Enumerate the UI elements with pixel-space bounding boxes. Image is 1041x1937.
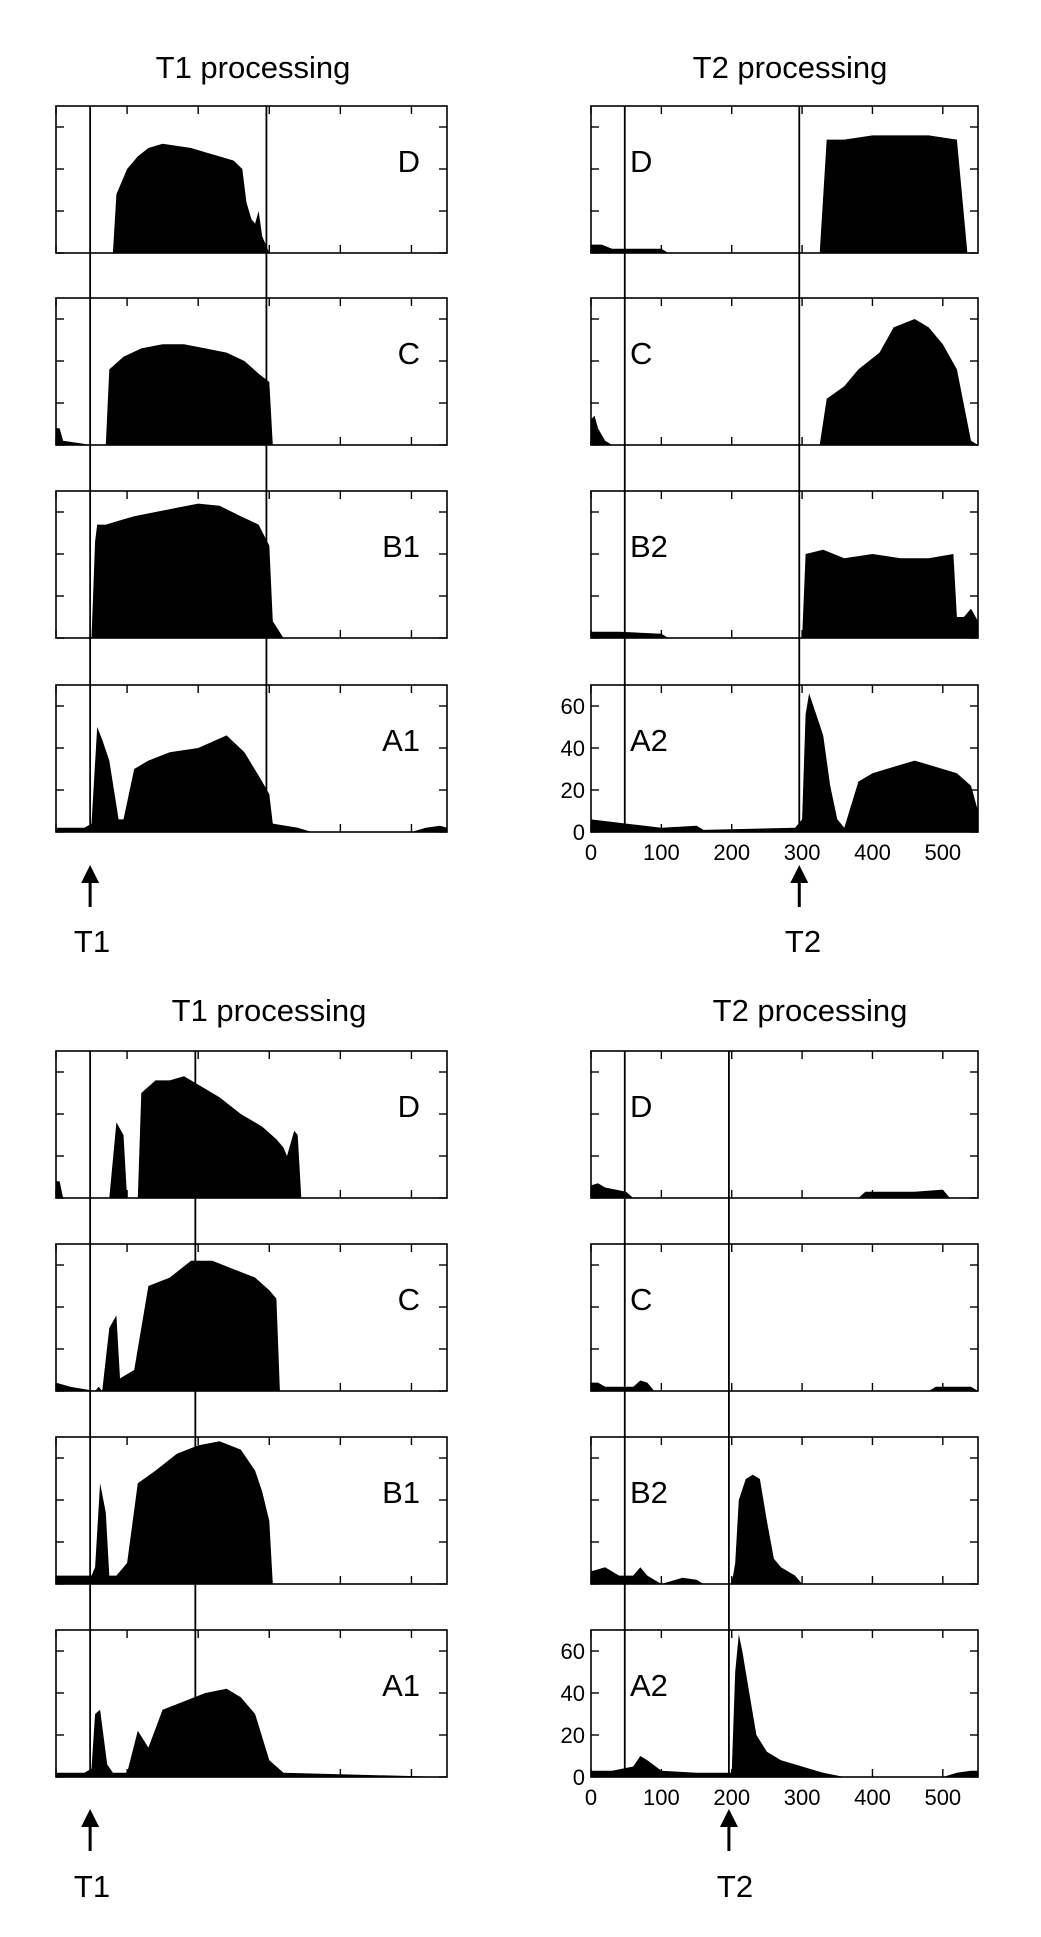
marker-label: T2	[785, 924, 821, 959]
panel-frame	[590, 105, 979, 254]
x-tick-label: 400	[854, 840, 891, 865]
y-tick-label: 40	[561, 1681, 585, 1706]
histogram-area	[56, 503, 447, 638]
x-tick-label: 100	[643, 1785, 680, 1810]
marker-label: T1	[74, 924, 110, 959]
y-tick-label: 0	[573, 1765, 585, 1790]
panel-frame	[590, 297, 979, 446]
column-title: T2 processing	[693, 50, 888, 85]
histogram-fills	[56, 135, 978, 1777]
panel-label: A1	[382, 1668, 420, 1703]
histogram-area	[591, 319, 978, 445]
panel-label: D	[630, 144, 652, 179]
x-tick-label: 0	[585, 1785, 597, 1810]
panel-frame	[590, 1243, 979, 1392]
histogram-area	[56, 1260, 447, 1391]
panel-label: D	[630, 1089, 652, 1124]
panel-frame	[55, 1050, 448, 1199]
panel-frame	[55, 1629, 448, 1778]
panel-frame	[55, 105, 448, 254]
panel-frame	[55, 297, 448, 446]
panel-frame	[55, 490, 448, 639]
panel-label: A2	[630, 723, 668, 758]
y-tick-label: 60	[561, 1639, 585, 1664]
panel-frame	[590, 1050, 979, 1199]
x-tick-label: 400	[854, 1785, 891, 1810]
panel-frame	[590, 490, 979, 639]
x-tick-label: 200	[713, 1785, 750, 1810]
panel-label: A1	[382, 723, 420, 758]
y-tick-label: 20	[561, 1723, 585, 1748]
histogram-area	[56, 1441, 447, 1584]
panel-label: B1	[382, 529, 420, 564]
panel-label: C	[630, 336, 652, 371]
column-title: T1 processing	[172, 993, 367, 1028]
marker-arrow-head	[81, 865, 100, 883]
histogram-area	[56, 1076, 447, 1198]
marker-arrow-head	[719, 1809, 738, 1827]
panel-frame	[590, 684, 979, 833]
x-tick-label: 200	[713, 840, 750, 865]
column-title: T2 processing	[713, 993, 908, 1028]
panel-frame	[590, 1629, 979, 1778]
text-layer: T1 processing T2 processing T1 T2 T1 pro…	[74, 50, 907, 1904]
panel-frame	[55, 1243, 448, 1392]
histogram-area	[591, 1380, 978, 1391]
histogram-area	[591, 1634, 978, 1777]
histogram-area	[56, 143, 447, 253]
histogram-area	[591, 135, 978, 253]
y-tick-label: 0	[573, 820, 585, 845]
histogram-area	[591, 549, 978, 638]
histogram-area	[56, 344, 447, 445]
y-tick-label: 60	[561, 694, 585, 719]
panel-frames	[55, 105, 979, 1851]
histogram-area	[591, 693, 978, 832]
marker-arrow-head	[81, 1809, 100, 1827]
y-tick-label: 40	[561, 736, 585, 761]
panel-label: B2	[630, 529, 668, 564]
x-tick-label: 0	[585, 840, 597, 865]
column-title: T1 processing	[156, 50, 351, 85]
panel-frame	[55, 1436, 448, 1585]
panel-label: C	[398, 336, 420, 371]
panel-label: B1	[382, 1475, 420, 1510]
panel-label: B2	[630, 1475, 668, 1510]
x-tick-label: 300	[784, 840, 821, 865]
histogram-area	[591, 1183, 978, 1198]
panel-frame	[590, 1436, 979, 1585]
y-tick-label: 20	[561, 778, 585, 803]
panel-label: C	[398, 1282, 420, 1317]
panel-label: C	[630, 1282, 652, 1317]
panel-label: A2	[630, 1668, 668, 1703]
marker-label: T2	[717, 1869, 753, 1904]
histogram-area	[56, 1688, 447, 1777]
panel-frame	[55, 684, 448, 833]
x-tick-label: 500	[924, 840, 961, 865]
histogram-area	[56, 727, 447, 832]
panel-label: D	[398, 144, 420, 179]
marker-arrow-head	[790, 865, 809, 883]
marker-label: T1	[74, 1869, 110, 1904]
x-tick-label: 100	[643, 840, 680, 865]
x-tick-label: 500	[924, 1785, 961, 1810]
x-tick-label: 300	[784, 1785, 821, 1810]
panel-label: D	[398, 1089, 420, 1124]
